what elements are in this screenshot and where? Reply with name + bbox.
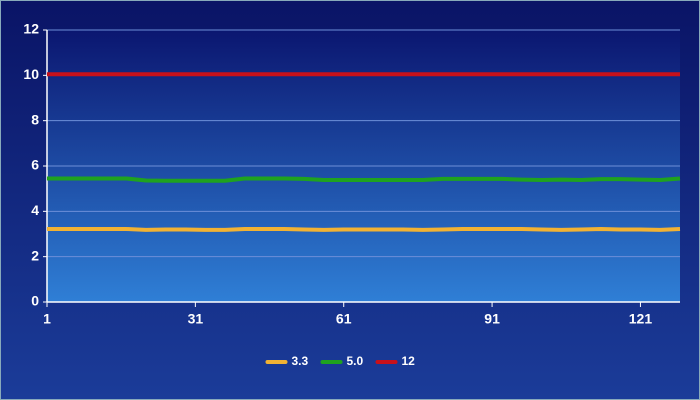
x-tick-label: 121 [629,311,653,327]
legend-label: 3.3 [292,354,309,368]
y-tick-label: 4 [31,202,39,218]
y-tick-label: 10 [23,66,39,82]
y-tick-label: 2 [31,247,39,263]
x-tick-label: 31 [188,311,204,327]
legend-label: 5.0 [347,354,364,368]
y-tick-label: 12 [23,21,39,37]
series-line [47,227,681,232]
x-tick-label: 61 [336,311,352,327]
y-tick-label: 0 [31,293,39,309]
series-line [47,176,681,183]
y-tick-label: 8 [31,111,39,127]
x-tick-label: 1 [43,311,51,327]
x-tick-label: 91 [484,311,500,327]
y-tick-label: 6 [31,157,39,173]
legend-label: 12 [402,354,416,368]
